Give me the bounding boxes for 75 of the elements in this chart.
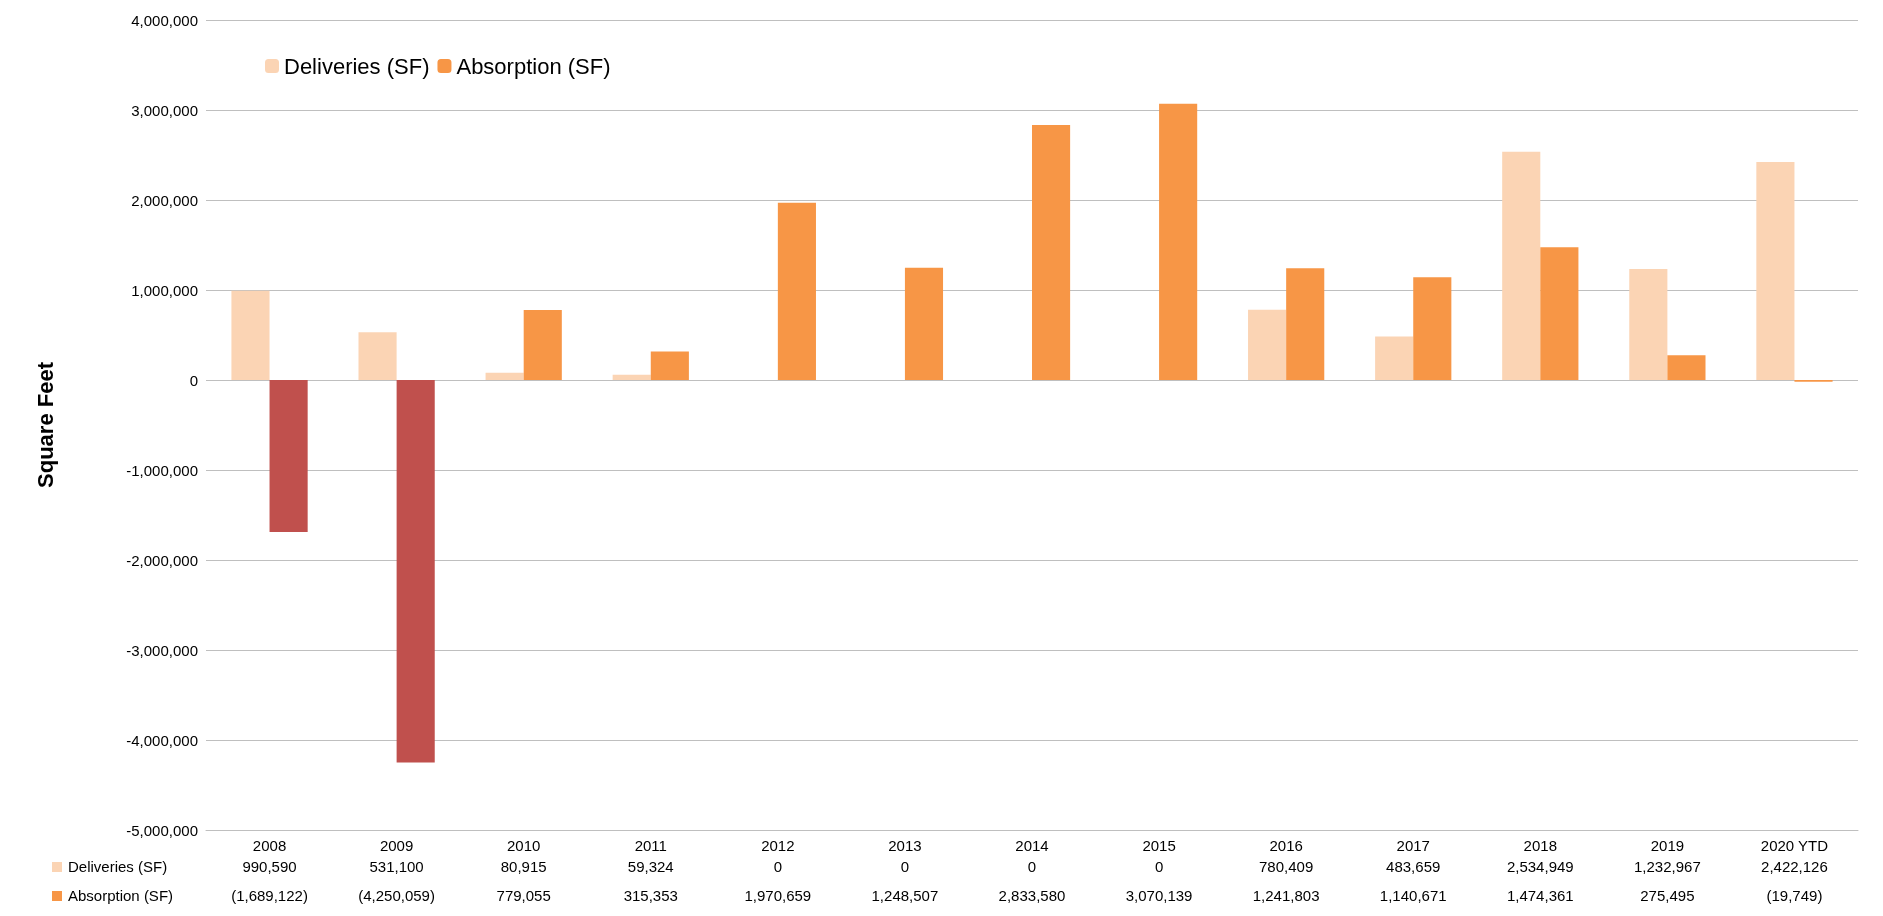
x-tick-label: 2018 [1523, 837, 1557, 854]
bar [358, 332, 397, 380]
bar [904, 267, 944, 380]
legend-label: Absorption (SF) [456, 53, 611, 79]
data-label: 3,070,139 [1124, 887, 1194, 904]
x-tick-label: 2013 [888, 837, 922, 854]
data-label: 2,422,126 [1760, 858, 1829, 875]
data-label: 1,970,659 [743, 887, 813, 904]
bar [1248, 309, 1287, 380]
bar [1375, 336, 1414, 380]
y-tick-label: 3,000,000 [131, 101, 198, 119]
x-tick-label: 2010 [507, 837, 541, 854]
x-tick-label: 2016 [1269, 837, 1303, 854]
y-tick-label: 1,000,000 [131, 281, 198, 299]
bar [231, 290, 270, 380]
data-label: 2,534,949 [1505, 858, 1575, 875]
data-label: 483,659 [1385, 858, 1442, 875]
data-label: 0 [1026, 858, 1038, 875]
y-tick-label: -4,000,000 [126, 731, 198, 749]
y-tick-label: 4,000,000 [131, 11, 198, 29]
data-label: 0 [899, 858, 911, 875]
data-label: (1,689,122) [230, 887, 309, 904]
x-tick-label: 2008 [252, 837, 287, 854]
bar [523, 309, 562, 380]
y-tick-label: -2,000,000 [126, 551, 198, 569]
data-label: 1,140,671 [1378, 887, 1448, 904]
bar [612, 374, 651, 380]
y-tick-label: -5,000,000 [126, 821, 198, 839]
data-label: 275,495 [1639, 887, 1696, 904]
bar [650, 351, 689, 380]
legend-label: Deliveries (SF) [284, 53, 430, 79]
bar [1159, 103, 1198, 380]
x-tick-label: 2015 [1142, 837, 1176, 854]
data-label: 1,474,361 [1505, 887, 1575, 904]
y-axis-title: Square Feet [32, 361, 58, 488]
bar [485, 372, 524, 380]
bar [1756, 162, 1795, 380]
x-tick-label: 2014 [1015, 837, 1049, 854]
bar [1286, 268, 1325, 380]
x-tick-label: 2012 [761, 837, 795, 854]
data-label: 531,100 [368, 858, 425, 875]
data-label: 59,324 [626, 858, 675, 875]
y-tick-label: -1,000,000 [126, 461, 198, 479]
x-tick-label: 2019 [1650, 837, 1685, 854]
bar [1629, 269, 1668, 380]
data-label: 990,590 [241, 858, 298, 875]
y-tick-label: -3,000,000 [126, 641, 198, 659]
data-label: 0 [772, 858, 783, 875]
x-tick-label: 2020 YTD [1760, 837, 1829, 854]
bar [1502, 151, 1541, 380]
text: Deliveries (SF) [68, 858, 168, 875]
bar [1667, 355, 1706, 380]
data-label: 2,833,580 [997, 887, 1067, 904]
y-tick-label: 0 [189, 371, 198, 389]
bar [1540, 247, 1579, 380]
data-label: 80,915 [499, 858, 548, 875]
bar [269, 380, 308, 533]
x-tick-label: 2011 [634, 837, 667, 854]
x-tick-label: 2009 [379, 837, 414, 854]
bar [777, 202, 816, 380]
data-label: 779,055 [495, 887, 552, 904]
bar [1413, 277, 1452, 380]
data-label: (4,250,059) [357, 887, 436, 904]
x-tick-label: 2017 [1396, 837, 1430, 854]
data-label: 0 [1153, 858, 1165, 875]
data-label: 1,248,507 [870, 887, 940, 904]
bar [1032, 124, 1071, 380]
data-label: 780,409 [1258, 858, 1315, 875]
y-tick-label: 2,000,000 [131, 191, 198, 209]
data-label: 1,232,967 [1633, 858, 1702, 875]
data-label: (19,749) [1765, 887, 1824, 904]
bar [396, 380, 435, 763]
text: Absorption (SF) [68, 887, 174, 904]
data-label: 1,241,803 [1251, 887, 1321, 904]
data-label: 315,353 [622, 887, 679, 904]
